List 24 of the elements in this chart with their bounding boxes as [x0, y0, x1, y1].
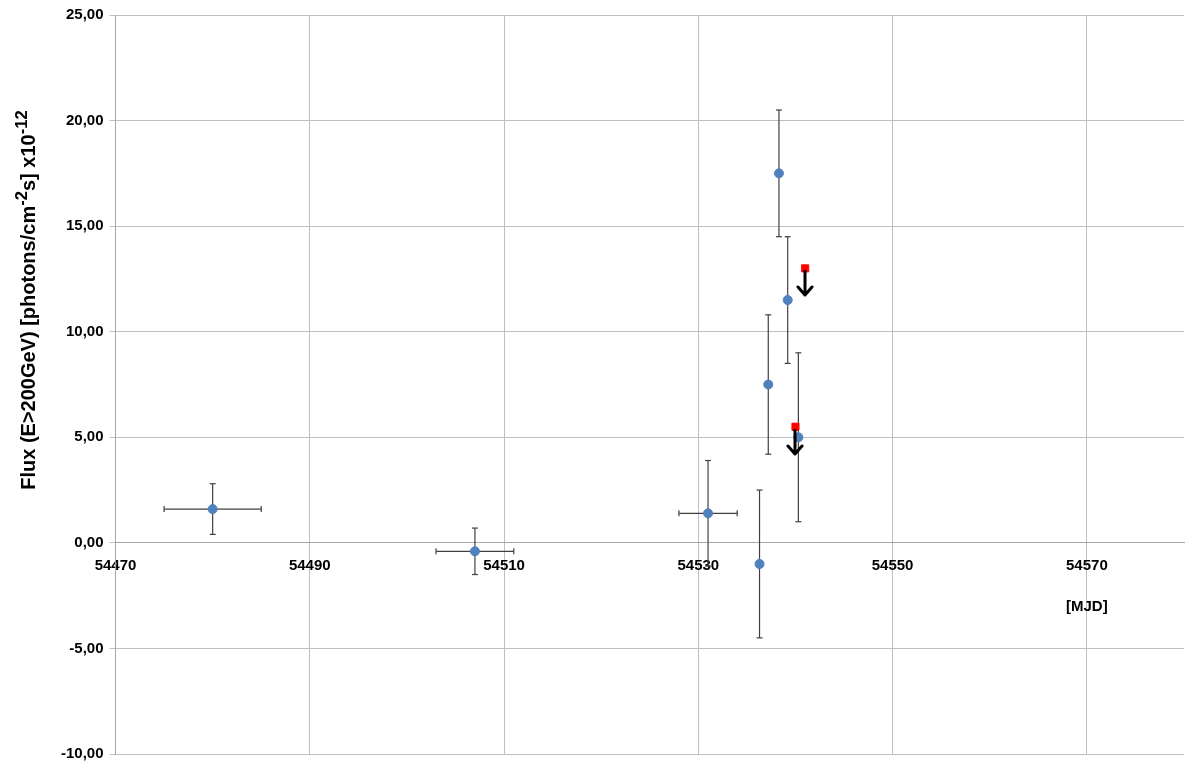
x-tick-label: 54470: [94, 556, 137, 573]
y-tick-label: 10,00: [65, 321, 104, 339]
point: [469, 546, 480, 557]
point: [207, 504, 218, 515]
point: [754, 558, 765, 569]
x-tick-label: 54550: [871, 556, 914, 573]
y-tick-label: 20,00: [65, 110, 104, 128]
y-tick-label: -10,00: [60, 744, 104, 762]
point: [791, 422, 800, 431]
x-axis-title: [MJD]: [1066, 596, 1108, 614]
y-tick-label: 0,00: [74, 533, 104, 550]
y-tick-label: 15,00: [65, 216, 104, 234]
y-tick-label: 5,00: [74, 427, 104, 445]
point: [773, 168, 784, 179]
x-tick-label: 54530: [677, 556, 720, 573]
x-tick-label: 54490: [288, 556, 331, 573]
point: [703, 508, 714, 519]
x-tick-label: 54510: [483, 556, 525, 573]
point: [763, 379, 774, 390]
x-tick-label: 54570: [1066, 556, 1108, 573]
y-tick-label: 25,00: [65, 5, 104, 23]
point: [801, 264, 810, 273]
point: [782, 295, 793, 306]
y-tick-label: -5,00: [69, 638, 104, 656]
